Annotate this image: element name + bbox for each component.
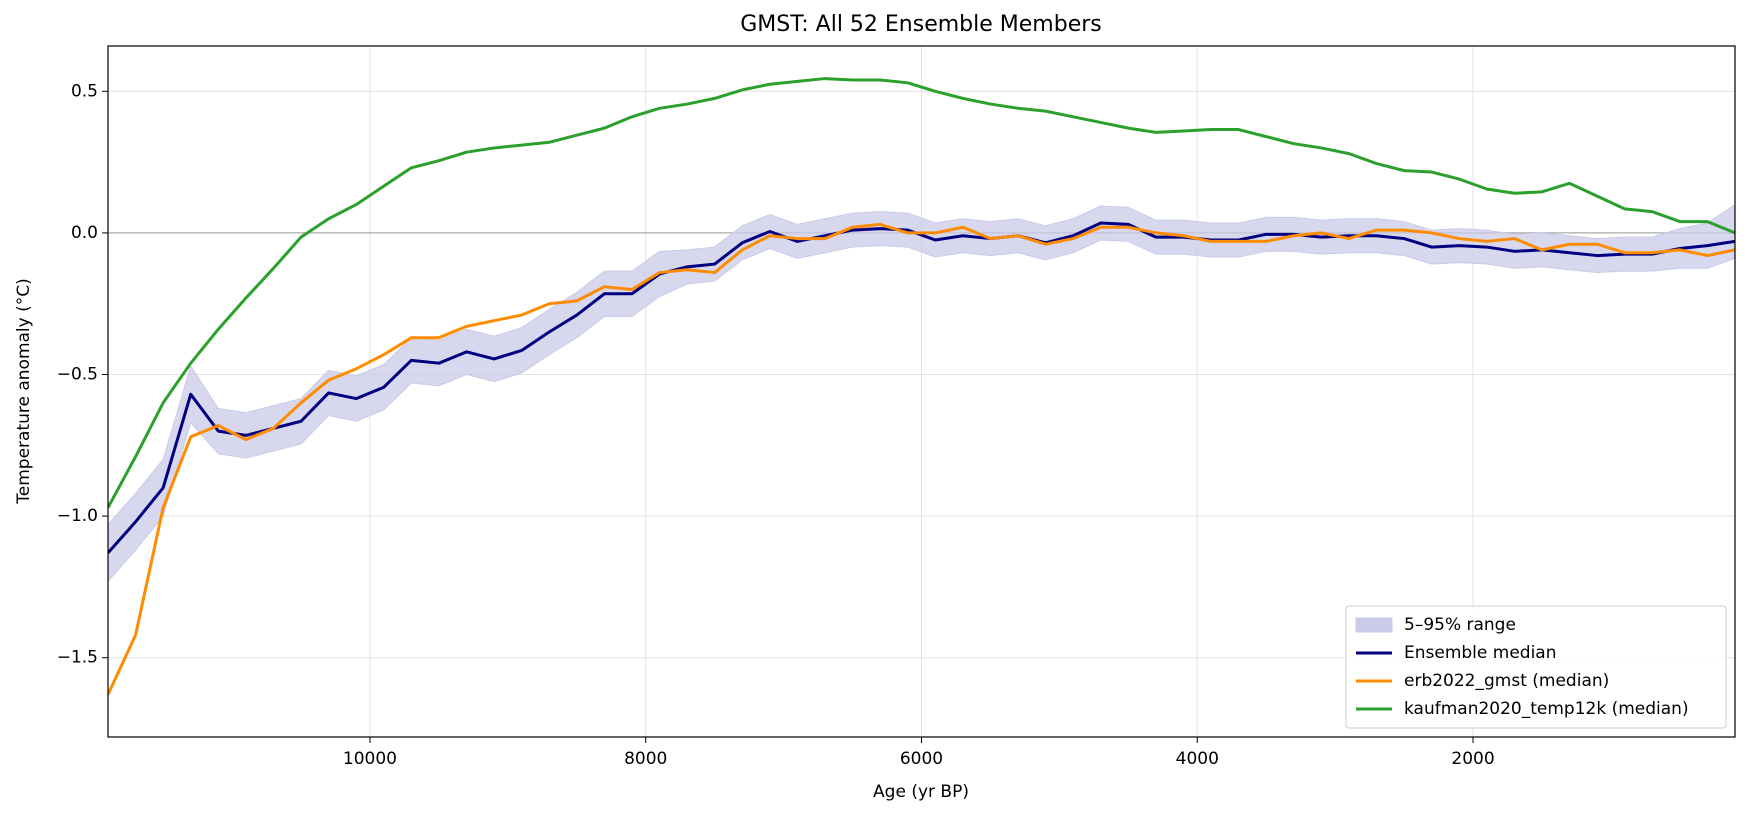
x-tick-label: 4000 [1176,749,1219,769]
legend-label: 5–95% range [1404,615,1516,635]
series-line [108,77,1735,509]
plot-area [108,77,1735,696]
y-axis-label: Temperature anomaly (°C) [14,278,34,504]
y-tick-label: 0.5 [71,81,98,101]
x-tick-label: 2000 [1451,749,1494,769]
series-line [108,221,1735,554]
plot-frame [107,45,1736,738]
legend-label: erb2022_gmst (median) [1404,671,1609,691]
legend-box [1345,605,1727,729]
chart-title: GMST: All 52 Ensemble Members [740,12,1102,37]
x-tick-label: 6000 [900,749,943,769]
y-tick-label: −1.0 [57,506,98,526]
range-band [108,203,1735,582]
x-tick-label: 10000 [343,749,397,769]
y-tick-label: 0.0 [71,223,98,243]
x-axis-label: Age (yr BP) [873,782,969,802]
series-line [108,222,1735,696]
legend-label: Ensemble median [1404,643,1557,663]
legend-label: kaufman2020_temp12k (median) [1404,699,1689,719]
y-tick-label: −0.5 [57,365,98,385]
y-tick-label: −1.5 [57,648,98,668]
legend-swatch [1355,617,1393,633]
x-tick-label: 8000 [624,749,667,769]
